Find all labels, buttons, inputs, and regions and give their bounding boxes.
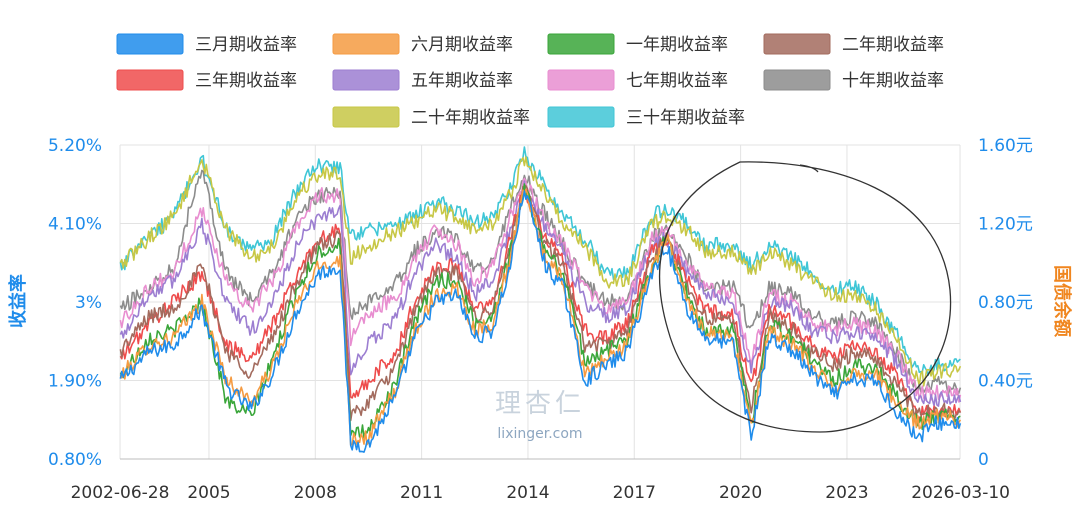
legend-item[interactable]: 二年期收益率 <box>763 33 944 55</box>
legend-swatch <box>332 33 400 55</box>
legend-label: 五年期收益率 <box>411 71 513 91</box>
series-line <box>119 156 962 387</box>
legend-label: 一年期收益率 <box>626 35 728 55</box>
x-axis: 2002-06-28 2005 2008 2011 2014 2017 2020 2023 20… <box>71 483 1010 503</box>
y-tick-label-right: 0 <box>978 450 989 470</box>
legend-item[interactable]: 三十年期收益率 <box>547 106 745 128</box>
x-tick-label: 2014 <box>506 483 549 503</box>
y-tick-label-left: 3% <box>75 293 102 313</box>
watermark-en: lixinger.com <box>497 426 582 442</box>
y-tick-label-left: 5.20% <box>48 136 102 156</box>
legend-item[interactable]: 三月期收益率 <box>116 33 297 55</box>
x-tick-label: 2023 <box>825 483 868 503</box>
legend-label: 二十年期收益率 <box>411 108 530 128</box>
series-line <box>119 191 962 424</box>
legend-item[interactable]: 五年期收益率 <box>332 69 513 91</box>
legend-swatch <box>332 69 400 91</box>
legend-swatch <box>116 33 184 55</box>
y-axis-right: 1.60元 1.20元 0.80元 0.40元 0 <box>978 136 1033 470</box>
legend-label: 二年期收益率 <box>842 35 944 55</box>
hand-drawn-circle-annotation <box>658 161 952 433</box>
watermark-cn: 理杏仁 <box>495 389 585 419</box>
legend-item[interactable]: 七年期收益率 <box>547 69 728 91</box>
x-tick-label: 2026-03-10 <box>911 483 1010 503</box>
y-axis-left: 5.20% 4.10% 3% 1.90% 0.80% <box>48 136 102 470</box>
legend-item[interactable]: 一年期收益率 <box>547 33 728 55</box>
y-axis-title-left: 收益率 <box>7 274 29 328</box>
legend-label: 三年期收益率 <box>195 71 297 91</box>
series-line <box>119 177 962 403</box>
y-tick-label-right: 1.20元 <box>978 215 1033 235</box>
y-tick-label-right: 0.40元 <box>978 372 1033 392</box>
series-line <box>119 169 962 396</box>
y-tick-label-right: 0.80元 <box>978 293 1033 313</box>
legend-item[interactable]: 三年期收益率 <box>116 69 297 91</box>
x-tick-label: 2020 <box>719 483 762 503</box>
series-line <box>119 185 962 422</box>
legend-swatch <box>763 33 831 55</box>
y-axis-title-right: 国债余额 <box>1051 265 1073 337</box>
x-tick-label: 2017 <box>613 483 656 503</box>
y-tick-label-left: 4.10% <box>48 215 102 235</box>
legend-label: 三十年期收益率 <box>626 108 745 128</box>
series-line <box>119 190 962 453</box>
legend-item[interactable]: 六月期收益率 <box>332 33 513 55</box>
x-tick-label: 2011 <box>400 483 443 503</box>
x-tick-label: 2005 <box>187 483 230 503</box>
legend-label: 六月期收益率 <box>411 35 513 55</box>
legend-label: 七年期收益率 <box>626 71 728 91</box>
legend-swatch <box>332 106 400 128</box>
legend-label: 十年期收益率 <box>842 71 944 91</box>
legend-swatch <box>547 33 615 55</box>
legend-item[interactable]: 二十年期收益率 <box>332 106 530 128</box>
watermark: 理杏仁 lixinger.com <box>495 389 585 442</box>
legend-swatch <box>547 69 615 91</box>
legend-swatch <box>763 69 831 91</box>
legend-item[interactable]: 十年期收益率 <box>763 69 944 91</box>
series-line <box>119 146 961 376</box>
legend-label: 三月期收益率 <box>195 35 297 55</box>
legend-swatch <box>116 69 184 91</box>
y-tick-label-left: 1.90% <box>48 372 102 392</box>
y-tick-label-left: 0.80% <box>48 450 102 470</box>
y-tick-label-right: 1.60元 <box>978 136 1033 156</box>
x-tick-label: 2002-06-28 <box>71 483 170 503</box>
legend-swatch <box>547 106 615 128</box>
series-layer <box>119 146 962 453</box>
x-tick-label: 2008 <box>294 483 337 503</box>
